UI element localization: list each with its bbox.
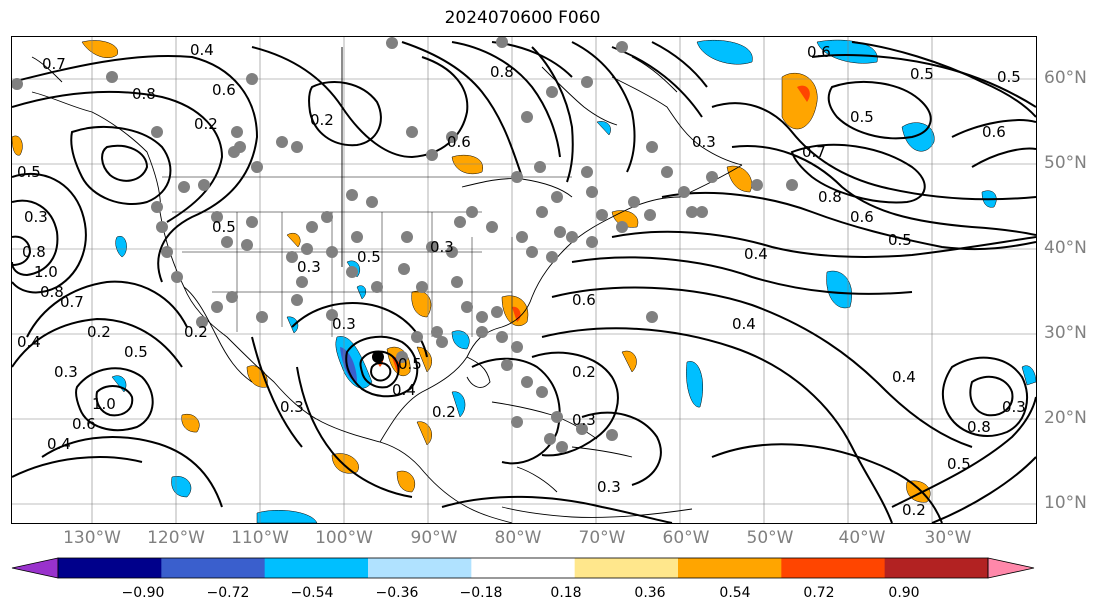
contour-label: 0.8 <box>40 283 64 301</box>
contour-label: 0.2 <box>572 363 596 381</box>
contour-label: 0.3 <box>572 411 596 429</box>
contour-label: 0.4 <box>47 435 71 453</box>
lat-label: 60°N <box>1044 68 1087 88</box>
contour-label: 0.5 <box>212 218 236 236</box>
contour-label: 0.5 <box>997 68 1021 86</box>
contour-label: 0.5 <box>850 108 874 126</box>
colorbar-swatch <box>368 558 472 578</box>
colorbar-swatch <box>161 558 266 578</box>
contour-label: 0.6 <box>982 123 1006 141</box>
contour-label: 0.4 <box>732 315 756 333</box>
colorbar-extend-max <box>987 557 1035 579</box>
contour-label: 0.6 <box>850 208 874 226</box>
lat-label: 30°N <box>1044 323 1087 343</box>
contour-label: 0.5 <box>888 231 912 249</box>
colorbar-swatch <box>58 558 162 578</box>
contour-label: 0.3 <box>430 238 454 256</box>
map-title: 2024070600 F060 <box>444 8 601 28</box>
contour-label: 0.8 <box>132 85 156 103</box>
lon-label: 30°W <box>924 528 972 548</box>
lon-label: 130°W <box>63 528 121 548</box>
contour-label: 0.7 <box>802 143 826 161</box>
lat-label: 40°N <box>1044 238 1087 258</box>
colorbar-swatch <box>781 558 886 578</box>
lon-label: 40°W <box>838 528 886 548</box>
colorbar-tick-label: −0.72 <box>206 585 250 601</box>
contour-lines <box>12 41 1036 523</box>
contour-label: 0.3 <box>1002 398 1026 416</box>
colorbar-frame <box>57 557 989 579</box>
contour-label: 0.5 <box>910 65 934 83</box>
colorbar-tick-label: −0.18 <box>459 585 503 601</box>
lat-label: 20°N <box>1044 408 1087 428</box>
contour-label: 0.2 <box>902 501 926 519</box>
colorbar-swatch <box>574 558 679 578</box>
colorbar-tick-label: 0.54 <box>719 585 751 601</box>
colorbar-swatch <box>678 558 782 578</box>
contour-label: 0.2 <box>432 403 456 421</box>
colorbar-extend-min <box>11 557 59 579</box>
colorbar-tick-label: −0.90 <box>121 585 165 601</box>
lat-label: 10°N <box>1044 493 1087 513</box>
contour-label: 0.8 <box>22 243 46 261</box>
contour-label: 0.3 <box>54 363 78 381</box>
lon-label: 70°W <box>578 528 626 548</box>
contour-label: 0.2 <box>310 111 334 129</box>
contour-label: 0.7 <box>42 55 66 73</box>
contour-label: 0.5 <box>124 343 148 361</box>
lon-label: 120°W <box>147 528 205 548</box>
lon-label: 100°W <box>315 528 373 548</box>
contour-label: 0.5 <box>357 248 381 266</box>
contour-label: 1.0 <box>34 263 58 281</box>
colorbar-tick-label: 0.36 <box>634 585 666 601</box>
colorbar <box>0 556 1105 586</box>
contour-label: 0.7 <box>60 293 84 311</box>
station-dots <box>12 37 798 453</box>
lon-label: 60°W <box>662 528 710 548</box>
contour-label: 0.3 <box>280 398 304 416</box>
contour-label: 0.2 <box>194 115 218 133</box>
contour-label: 0.8 <box>490 63 514 81</box>
lon-label: 90°W <box>410 528 458 548</box>
contour-label: 0.3 <box>692 133 716 151</box>
colorbar-tick-label: 0.72 <box>803 585 835 601</box>
lat-label: 50°N <box>1044 153 1087 173</box>
contour-label: 0.4 <box>17 333 41 351</box>
contour-label: 0.4 <box>392 381 416 399</box>
contour-label: 0.6 <box>72 415 96 433</box>
lon-label: 50°W <box>746 528 794 548</box>
contour-label: 0.3 <box>24 208 48 226</box>
colorbar-tick-label: −0.54 <box>290 585 334 601</box>
colorbar-tick-label: −0.36 <box>375 585 419 601</box>
colorbar-tick-label: 0.18 <box>550 585 582 601</box>
contour-label: 0.3 <box>332 315 356 333</box>
contour-labels: 0.4 0.7 0.8 0.6 0.2 0.5 0.3 1.0 0.8 0.7 … <box>17 41 1026 519</box>
contour-label: 0.5 <box>947 455 971 473</box>
contour-label: 1.0 <box>92 395 116 413</box>
contour-label: 0.8 <box>967 418 991 436</box>
storm-center-marker <box>372 351 384 363</box>
map-panel: 0.4 0.7 0.8 0.6 0.2 0.5 0.3 1.0 0.8 0.7 … <box>11 36 1037 524</box>
graticule <box>12 37 1036 523</box>
contour-label: 0.4 <box>744 245 768 263</box>
contour-label: 0.6 <box>212 81 236 99</box>
contour-label: 0.3 <box>297 258 321 276</box>
colorbar-swatch <box>884 558 989 578</box>
colorbar-swatch <box>471 558 576 578</box>
contour-label: 0.5 <box>398 355 422 373</box>
contour-label: 0.8 <box>818 188 842 206</box>
contour-label: 0.3 <box>597 478 621 496</box>
lon-label: 110°W <box>231 528 289 548</box>
contour-label: 0.6 <box>807 43 831 61</box>
contour-label: 0.4 <box>190 41 214 59</box>
contour-label: 0.6 <box>572 291 596 309</box>
contour-label: 0.2 <box>184 323 208 341</box>
contour-label: 0.5 <box>17 163 41 181</box>
lon-label: 80°W <box>494 528 542 548</box>
contour-label: 0.2 <box>87 323 111 341</box>
colorbar-tick-label: 0.90 <box>888 585 920 601</box>
colorbar-swatch <box>264 558 369 578</box>
contour-label: 0.6 <box>447 133 471 151</box>
contour-label: 0.4 <box>892 368 916 386</box>
